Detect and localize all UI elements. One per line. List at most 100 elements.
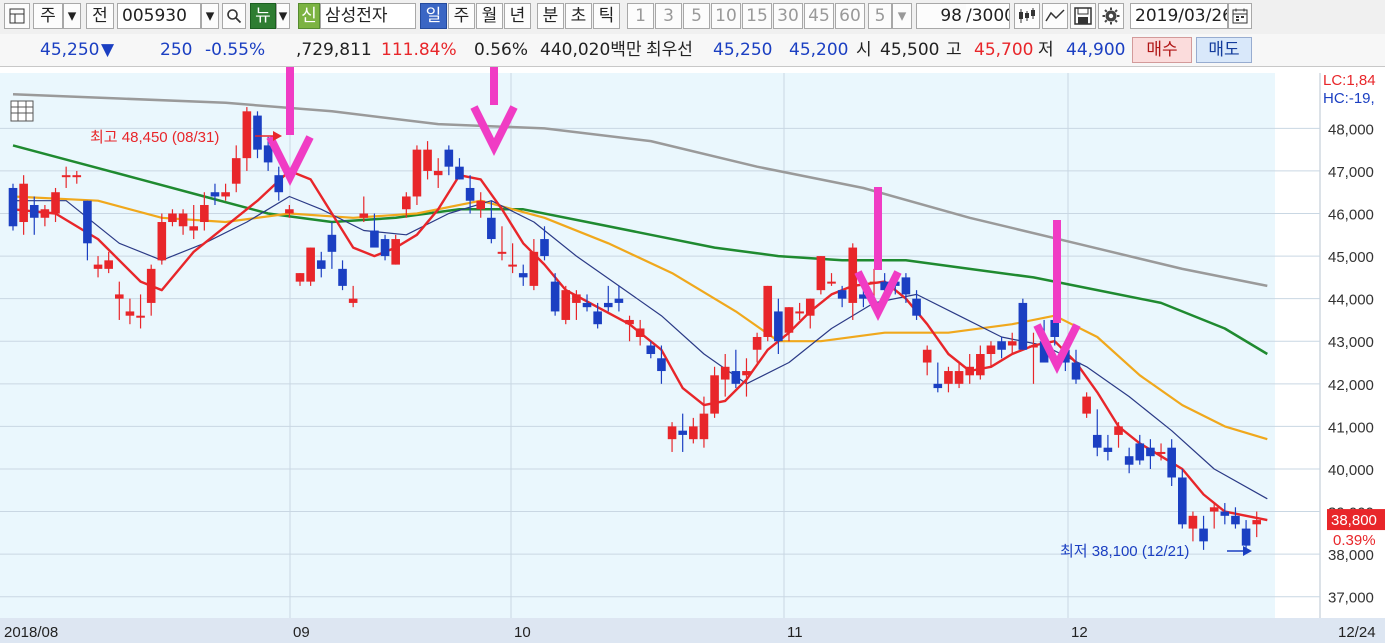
interval-1-button[interactable]: 1 [627, 3, 654, 29]
y-tick-label: 43,000 [1328, 334, 1374, 351]
candle [508, 243, 517, 274]
count-input[interactable]: 98 [916, 3, 966, 29]
news-button[interactable]: 뉴 [250, 3, 276, 29]
candle [1029, 332, 1038, 384]
count-select[interactable]: 5 [868, 3, 892, 29]
calendar-icon[interactable] [1228, 3, 1252, 29]
chart-layout-icon[interactable] [4, 3, 30, 29]
save-icon[interactable] [1070, 3, 1096, 29]
turnover-ratio: 0.56% [474, 40, 529, 60]
period-minute-tab[interactable]: 분 [537, 3, 564, 29]
interval-45-button[interactable]: 45 [804, 3, 834, 29]
candle [742, 358, 751, 397]
y-tick-label: 42,000 [1328, 377, 1374, 394]
market-dropdown-icon[interactable]: ▾ [63, 3, 81, 29]
x-tick-label: 09 [293, 624, 310, 641]
candle [540, 226, 549, 261]
sell-button[interactable]: 매도 [1196, 37, 1252, 63]
candle [922, 345, 932, 376]
y-tick-label: 47,000 [1328, 164, 1374, 181]
stock-name-field[interactable]: 삼성전자 [320, 3, 416, 29]
x-tick-label: 2018/08 [4, 624, 58, 641]
ma20-line [12, 195, 1268, 441]
candle [285, 204, 294, 218]
count-dropdown-icon[interactable]: ▾ [892, 3, 912, 29]
candle [412, 145, 422, 205]
candle [625, 315, 634, 342]
plot-background [0, 73, 1275, 618]
candle [827, 273, 836, 286]
candle [402, 192, 411, 218]
candle [667, 422, 677, 452]
indicator-toggle-icon[interactable] [10, 100, 34, 122]
interval-10-button[interactable]: 10 [711, 3, 741, 29]
settings-gear-icon[interactable] [1098, 3, 1124, 29]
interval-5-button[interactable]: 5 [683, 3, 710, 29]
candle [784, 307, 794, 342]
x-axis-band [0, 618, 1385, 643]
count-total: /3000 [966, 3, 1010, 29]
candle [561, 285, 571, 325]
candle [965, 354, 974, 384]
code-dropdown-icon[interactable]: ▾ [201, 3, 219, 29]
period-tick-tab[interactable]: 틱 [593, 3, 620, 29]
period-month-tab[interactable]: 월 [476, 3, 503, 29]
quote-info-bar: 45,250 ▼ 250 -0.55% ,729,811 111.84% 0.5… [0, 34, 1385, 67]
candle [327, 222, 337, 269]
price-change: 250 [160, 40, 193, 60]
legend-hc-label: HC:-19, [1323, 90, 1375, 107]
candle [40, 204, 50, 227]
period-year-tab[interactable]: 년 [504, 3, 531, 29]
period-second-tab[interactable]: 초 [565, 3, 592, 29]
pink-annotation-arrow [854, 187, 902, 321]
prev-button[interactable]: 전 [86, 3, 114, 29]
period-week-tab[interactable]: 주 [448, 3, 475, 29]
best-quote-label: 최우선 [646, 40, 693, 60]
candle [1103, 434, 1113, 461]
market-selector[interactable]: 주 [33, 3, 63, 29]
candle [348, 285, 358, 308]
candle [1231, 507, 1240, 529]
change-down-icon: ▼ [101, 40, 115, 60]
trend-line-icon[interactable] [1042, 3, 1068, 29]
high-annotation-arrow [255, 131, 282, 141]
news-dropdown-icon[interactable]: ▾ [276, 3, 290, 29]
candle [157, 213, 167, 265]
interval-30-button[interactable]: 30 [773, 3, 803, 29]
candle [997, 336, 1006, 359]
candle [487, 200, 496, 244]
candle [731, 349, 741, 389]
candle [1007, 332, 1017, 355]
candle [1241, 520, 1251, 550]
candle [1199, 515, 1208, 550]
candle [837, 285, 847, 308]
date-input[interactable]: 2019/03/26 [1130, 3, 1228, 29]
buy-button[interactable]: 매수 [1132, 37, 1192, 63]
candle [338, 260, 347, 291]
candle [242, 107, 252, 171]
candle-style-icon[interactable] [1014, 3, 1040, 29]
candle [51, 187, 60, 223]
credit-badge: 신 [298, 3, 320, 29]
candle [1209, 503, 1219, 529]
pink-annotation-arrow [470, 67, 518, 156]
candle [1220, 503, 1230, 525]
pink-annotation-arrow [1033, 220, 1081, 374]
period-day-tab[interactable]: 일 [420, 3, 447, 29]
interval-60-button[interactable]: 60 [835, 3, 865, 29]
candle [200, 192, 209, 231]
candle [370, 213, 379, 248]
chart-toolbar: 주 ▾ 전 005930 ▾ 뉴 ▾ 신 삼성전자 일 주 월 년 분 초 틱 … [0, 0, 1385, 35]
interval-15-button[interactable]: 15 [742, 3, 772, 29]
y-tick-label: 37,000 [1328, 590, 1374, 607]
candle [231, 145, 241, 193]
candle [986, 341, 996, 367]
candle [912, 290, 921, 320]
y-tick-label: 48,000 [1328, 121, 1374, 138]
open-price: 45,500 [880, 40, 940, 60]
stock-code-input[interactable]: 005930 [117, 3, 201, 29]
trade-amount: 440,020백만 [540, 40, 642, 60]
candle [444, 145, 454, 176]
search-icon[interactable] [222, 3, 246, 29]
interval-3-button[interactable]: 3 [655, 3, 682, 29]
